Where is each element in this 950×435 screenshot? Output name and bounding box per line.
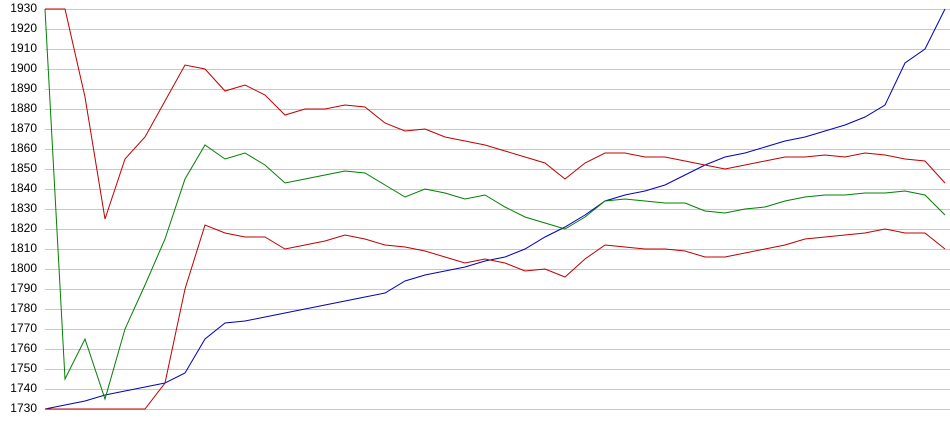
y-tick-label: 1920 bbox=[10, 21, 37, 35]
series-line bbox=[44, 8, 946, 410]
y-tick-label: 1770 bbox=[10, 321, 37, 335]
y-tick-label: 1800 bbox=[10, 261, 37, 275]
y-tick-label: 1750 bbox=[10, 361, 37, 375]
y-tick-label: 1740 bbox=[10, 381, 37, 395]
y-tick-label: 1820 bbox=[10, 221, 37, 235]
series-line bbox=[45, 224, 946, 410]
series-line bbox=[45, 8, 946, 220]
y-tick-label: 1880 bbox=[10, 101, 37, 115]
y-tick-label: 1930 bbox=[10, 1, 37, 15]
y-tick-label: 1890 bbox=[10, 81, 37, 95]
y-tick-label: 1860 bbox=[10, 141, 37, 155]
y-tick-label: 1900 bbox=[10, 61, 37, 75]
y-tick-label: 1760 bbox=[10, 341, 37, 355]
y-tick-label: 1790 bbox=[10, 281, 37, 295]
y-tick-label: 1910 bbox=[10, 41, 37, 55]
y-tick-label: 1840 bbox=[10, 181, 37, 195]
series-line bbox=[44, 8, 946, 401]
y-tick-label: 1870 bbox=[10, 121, 37, 135]
y-tick-label: 1810 bbox=[10, 241, 37, 255]
y-tick-label: 1830 bbox=[10, 201, 37, 215]
y-tick-label: 1780 bbox=[10, 301, 37, 315]
y-tick-label: 1850 bbox=[10, 161, 37, 175]
y-tick-label: 1730 bbox=[10, 401, 37, 415]
